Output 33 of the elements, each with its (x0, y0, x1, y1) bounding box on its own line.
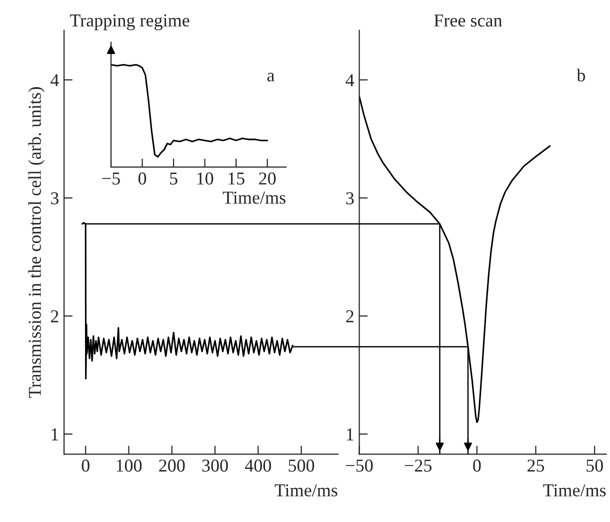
y-tick-label: 2 (346, 310, 354, 322)
y-tick-label: 3 (51, 192, 58, 204)
y-tick-label: 3 (346, 192, 354, 204)
y-tick-label: 1 (52, 428, 58, 440)
x-tick-label: 0 (473, 460, 481, 472)
x-tick-label: −25 (404, 460, 432, 472)
x-tick-label: 400 (244, 460, 271, 472)
annotation: a (267, 72, 274, 82)
x-tick-label: 0 (82, 460, 90, 472)
chart-title: Free scan (434, 14, 502, 27)
x-axis-title: Time/ms (274, 484, 338, 496)
x-tick-label: 100 (116, 460, 142, 472)
y-axis-title: Transmission in the control cell (arb. units) (28, 87, 45, 398)
chart-title: Trapping regime (70, 14, 190, 30)
y-tick-label: 4 (346, 74, 354, 86)
y-tick-label: 1 (346, 428, 354, 440)
x-tick-label: 15 (228, 172, 244, 185)
x-tick-label: −5 (102, 172, 120, 185)
x-tick-label: 20 (259, 172, 276, 185)
x-tick-label: 200 (159, 460, 185, 472)
x-tick-label: 25 (528, 460, 544, 472)
x-axis-title: Time/ms (543, 484, 606, 496)
y-tick-label: 4 (50, 74, 59, 86)
x-tick-label: 50 (586, 460, 603, 472)
x-tick-label: 10 (197, 172, 214, 185)
y-tick-label: 2 (50, 310, 58, 322)
x-tick-label: 0 (138, 172, 146, 185)
x-tick-label: 500 (288, 460, 314, 472)
annotation: b (576, 68, 586, 82)
x-tick-label: 300 (202, 460, 228, 472)
x-tick-label: −50 (346, 460, 373, 472)
x-axis-title: Time/ms (222, 192, 286, 204)
x-tick-label: 5 (170, 172, 178, 185)
